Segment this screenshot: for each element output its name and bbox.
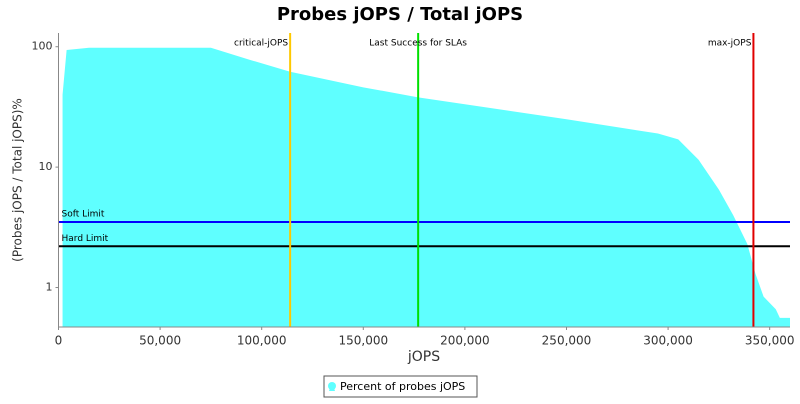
x-tick-label: 200,000 (440, 334, 490, 348)
y-marker-label: Hard Limit (62, 234, 109, 244)
x-tick-label: 100,000 (237, 334, 287, 348)
x-marker-label: critical-jOPS (234, 39, 288, 49)
x-tick-label: 350,000 (745, 334, 795, 348)
y-tick-label: 1 (46, 281, 53, 294)
x-tick-label: 150,000 (338, 334, 388, 348)
y-tick-label: 10 (39, 160, 53, 173)
legend-label: Percent of probes jOPS (340, 380, 465, 393)
x-marker-label: max-jOPS (708, 39, 752, 49)
x-tick-label: 300,000 (643, 334, 693, 348)
x-tick-label: 0 (55, 334, 63, 348)
chart-title: Probes jOPS / Total jOPS (277, 4, 523, 25)
y-tick-label: 100 (32, 40, 53, 53)
area (62, 47, 790, 328)
y-axis-title: (Probes jOPS / Total jOPS)% (11, 98, 25, 262)
x-marker-label: Last Success for SLAs (369, 39, 467, 49)
y-marker-label: Soft Limit (62, 210, 105, 220)
x-tick-label: 250,000 (542, 334, 592, 348)
legend-box (323, 375, 478, 398)
x-axis-title: jOPS (407, 349, 440, 365)
legend-marker (328, 382, 336, 390)
x-tick-label: 50,000 (139, 334, 181, 348)
